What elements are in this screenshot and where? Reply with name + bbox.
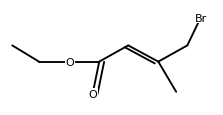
- Text: O: O: [66, 57, 75, 67]
- Text: O: O: [88, 89, 97, 99]
- Text: Br: Br: [195, 13, 207, 23]
